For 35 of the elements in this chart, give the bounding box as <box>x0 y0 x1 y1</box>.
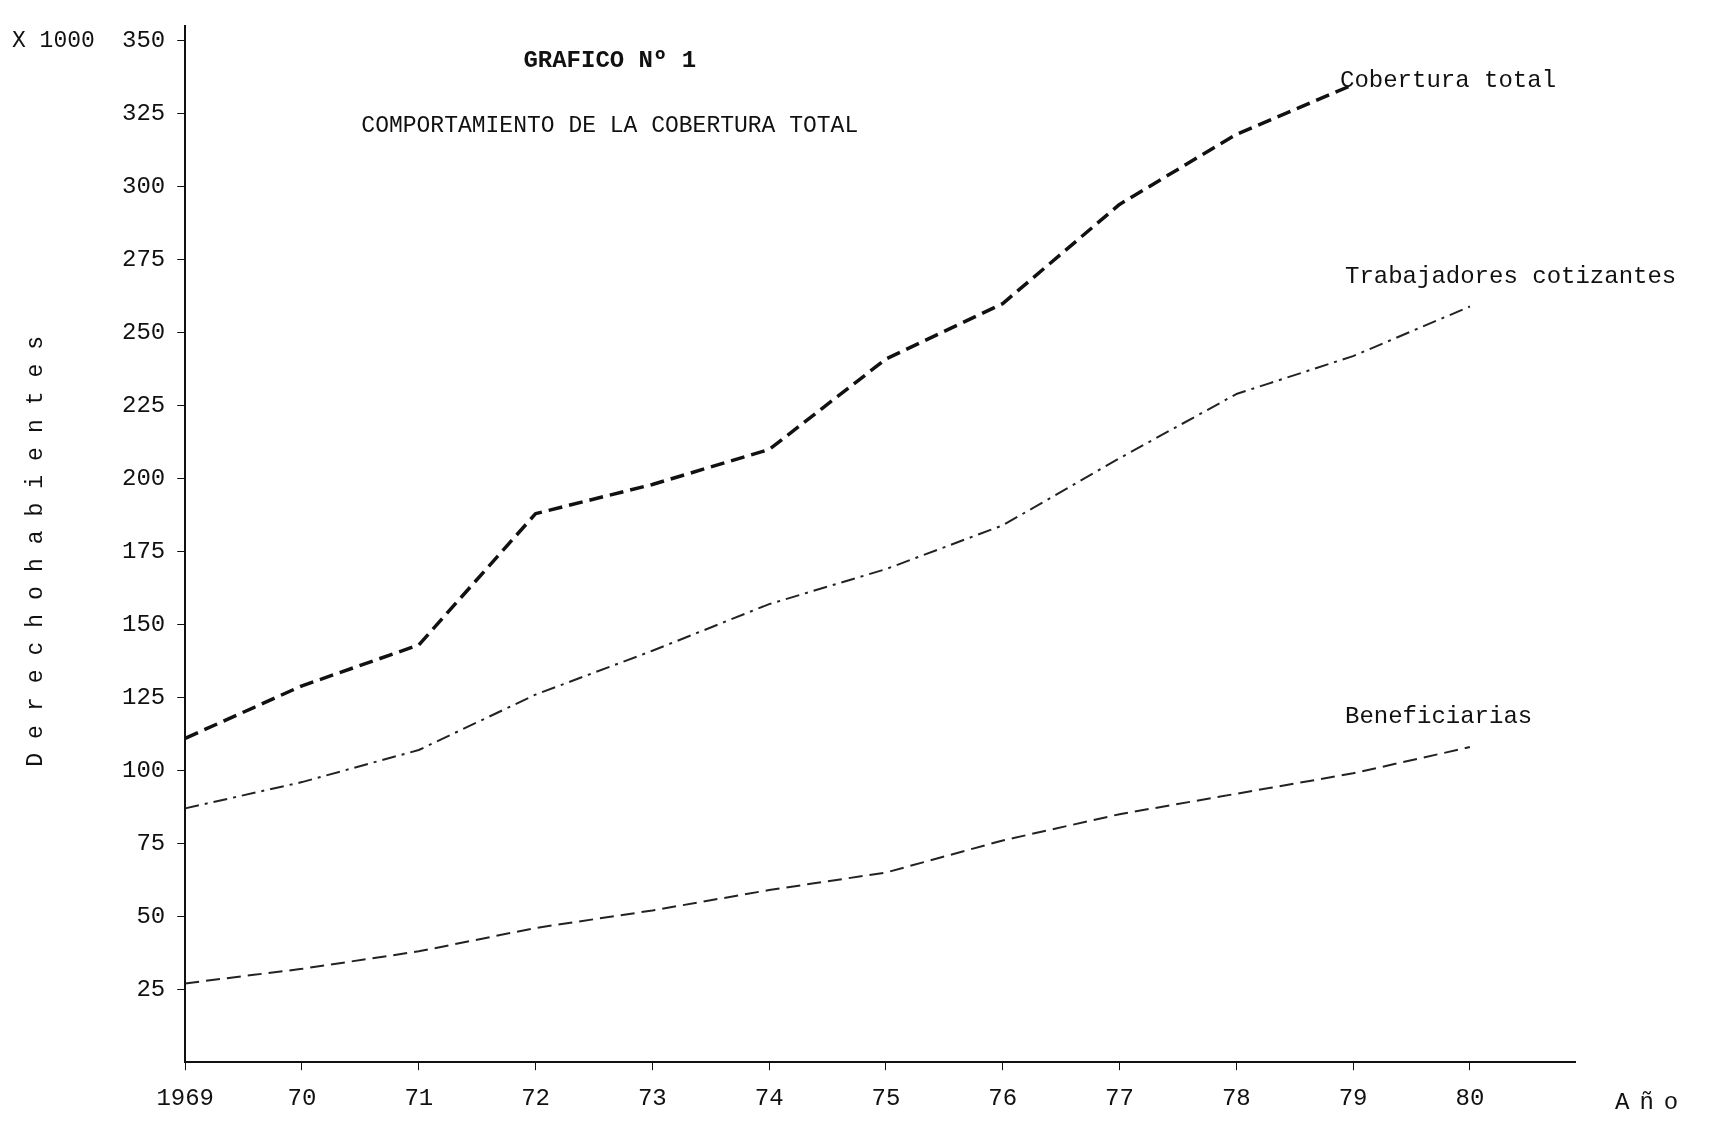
y-tick-label: 325 <box>121 100 166 128</box>
y-tick-label: 350 <box>121 27 166 55</box>
x-tick-label: 73 <box>637 1084 667 1112</box>
text: X 1000 <box>12 28 95 55</box>
x-tick-label: 1969 <box>156 1084 215 1112</box>
y-tick-label: 250 <box>121 319 166 347</box>
y-tick-label: 225 <box>121 392 166 420</box>
y-axis-title: Derechohabientes <box>23 321 50 767</box>
x-tick-label: 77 <box>1105 1084 1134 1112</box>
line-series <box>185 746 1471 985</box>
y-tick-label: 275 <box>121 246 166 274</box>
x-tick-label: 79 <box>1338 1084 1368 1112</box>
series-label: Beneficiarias <box>1345 703 1533 731</box>
y-tick-label: 100 <box>121 756 166 784</box>
y-tick-label: 175 <box>121 537 166 565</box>
y-tick-label: 125 <box>121 683 166 711</box>
x-tick-label: 74 <box>754 1084 784 1112</box>
y-tick-label: 300 <box>121 173 166 201</box>
y-tick-label: 75 <box>136 829 166 857</box>
series-label: Cobertura total <box>1340 67 1557 95</box>
y-tick-label: 200 <box>121 465 166 493</box>
text: Trabajadores cotizantes <box>1345 262 1677 290</box>
x-tick-label: 72 <box>521 1084 550 1112</box>
x-tick-label: 76 <box>988 1084 1018 1112</box>
x-tick-label: 70 <box>287 1084 317 1112</box>
x-axis-title: Año <box>1615 1088 1689 1116</box>
y-tick-label: 150 <box>121 610 166 638</box>
y-tick-label: 50 <box>136 902 166 930</box>
y-tick-label: 25 <box>136 975 166 1003</box>
x-tick-label: 78 <box>1221 1084 1251 1112</box>
text: COMPORTAMIENTO DE LA COBERTURA TOTAL <box>361 113 859 140</box>
x-tick-label: 80 <box>1455 1084 1485 1112</box>
x-tick-label: 75 <box>871 1084 901 1112</box>
x-tick-label: 71 <box>404 1084 434 1112</box>
text: GRAFICO Nº 1 <box>523 47 697 75</box>
